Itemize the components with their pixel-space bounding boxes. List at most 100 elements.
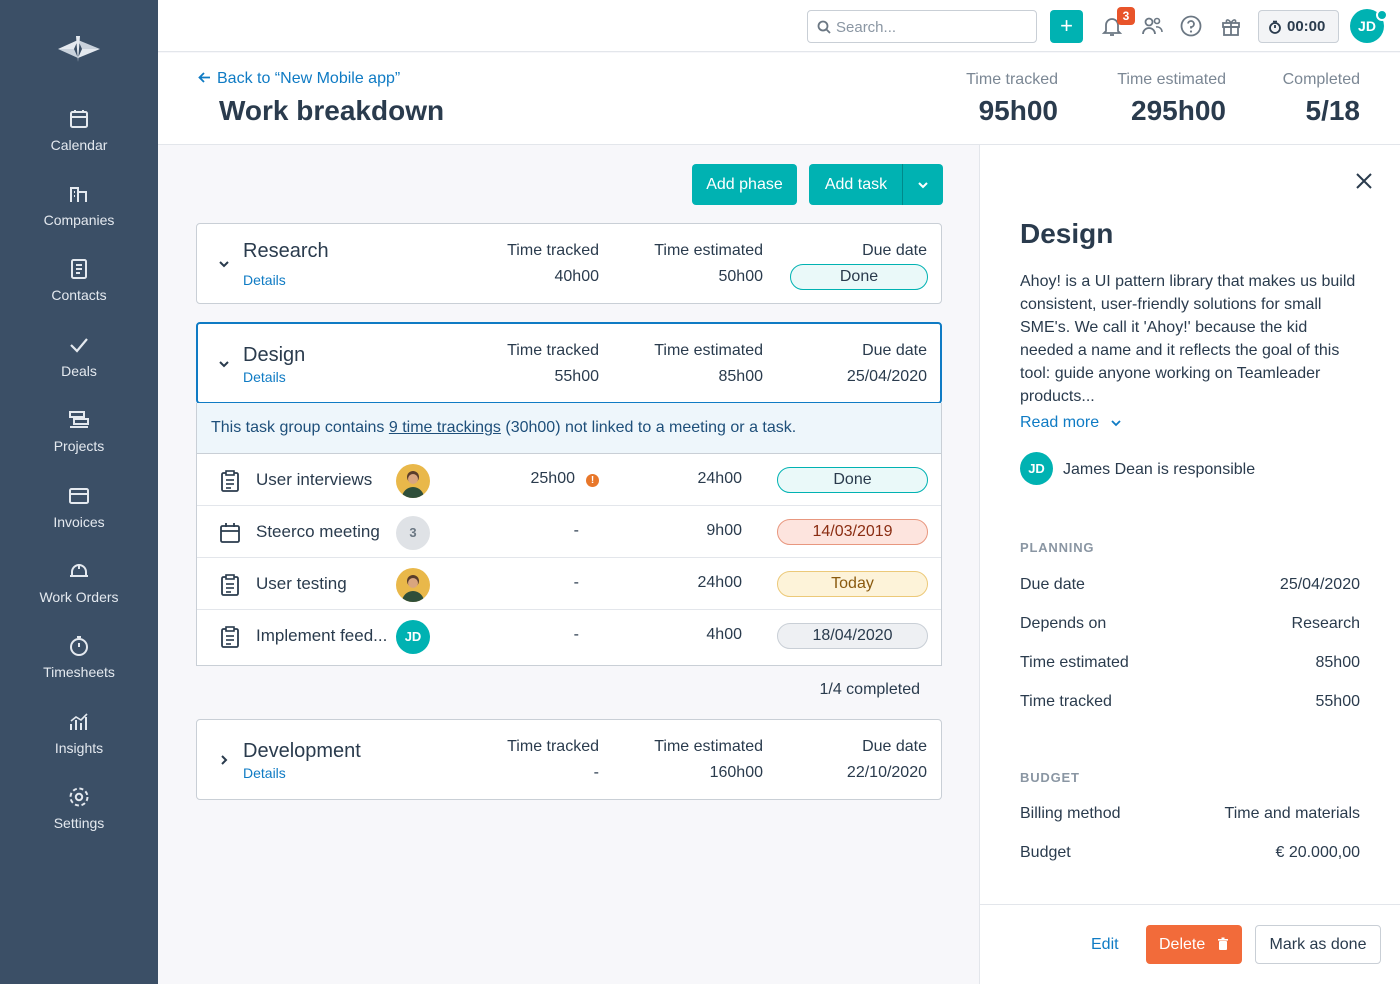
sidebar-item-work-orders[interactable]: Work Orders — [0, 559, 158, 619]
sidebar-item-label: Invoices — [53, 514, 105, 530]
sidebar-item-companies[interactable]: Companies — [0, 182, 158, 242]
col-label-tracked: Time tracked — [507, 342, 599, 359]
detail-footer: Edit Delete Mark as done — [980, 904, 1400, 984]
task-estimated: 4h00 — [706, 626, 742, 643]
bell-icon[interactable] — [1100, 14, 1124, 38]
phase-due-date: 22/10/2020 — [846, 764, 927, 781]
avatar[interactable] — [396, 568, 430, 602]
add-phase-button[interactable]: Add phase — [692, 164, 797, 205]
col-label-tracked: Time tracked — [507, 738, 599, 755]
phase-estimated: 160h00 — [709, 764, 763, 781]
people-icon[interactable] — [1140, 14, 1164, 38]
task-list: This task group contains 9 time tracking… — [196, 403, 942, 666]
budget-heading: BUDGET — [1020, 770, 1080, 785]
sidebar-item-invoices[interactable]: Invoices — [0, 484, 158, 544]
page-title: Work breakdown — [219, 95, 445, 126]
phase-card-design[interactable]: Design Details Time tracked 55h00 Time e… — [196, 322, 942, 404]
col-label-due: Due date — [862, 242, 927, 259]
person-photo-icon — [402, 575, 424, 602]
task-tracked: 25h00 — [530, 470, 576, 487]
detail-title: Design — [1020, 218, 1114, 249]
attendee-count-badge[interactable]: 3 — [396, 516, 430, 550]
stat-completed: Completed 5/18 — [1283, 71, 1360, 127]
phase-details-link[interactable]: Details — [243, 272, 286, 288]
phase-due-date: 25/04/2020 — [846, 368, 927, 385]
avatar[interactable]: JD — [396, 620, 430, 654]
untracked-notice: This task group contains 9 time tracking… — [197, 403, 941, 454]
sidebar-item-insights[interactable]: Insights — [0, 710, 158, 770]
task-row[interactable]: User interviews 25h00 ! 24h00 Done — [197, 454, 941, 506]
stopwatch-icon — [70, 636, 88, 656]
phase-card-research[interactable]: Research Details Time tracked 40h00 Time… — [196, 223, 942, 304]
col-label-estimated: Time estimated — [654, 242, 763, 259]
stat-label: Time estimated — [1117, 71, 1226, 88]
arrow-left-icon — [198, 72, 210, 83]
add-task-dropdown-button[interactable] — [903, 164, 943, 205]
task-row[interactable]: Steerco meeting 3 - 9h00 14/03/2019 — [197, 506, 941, 558]
status-badge: 18/04/2020 — [777, 623, 928, 649]
phase-details-link[interactable]: Details — [243, 369, 286, 385]
status-badge: 14/03/2019 — [777, 519, 928, 545]
stat-time-tracked: Time tracked 95h00 — [966, 71, 1058, 127]
delete-button[interactable]: Delete — [1146, 925, 1242, 964]
clipboard-icon — [221, 626, 239, 648]
contacts-icon — [71, 259, 87, 279]
col-label-estimated: Time estimated — [654, 342, 763, 359]
planning-heading: PLANNING — [1020, 540, 1095, 555]
timer-value: 00:00 — [1287, 18, 1326, 35]
phase-details-link[interactable]: Details — [243, 765, 286, 781]
logo-icon[interactable] — [56, 34, 102, 64]
read-more-link[interactable]: Read more — [1020, 414, 1122, 432]
task-estimated: 24h00 — [697, 470, 743, 487]
notice-text: (30h00) not linked to a meeting or a tas… — [500, 419, 797, 436]
calendar-icon — [70, 110, 88, 128]
chart-icon — [70, 713, 88, 730]
edit-button[interactable]: Edit — [1091, 936, 1119, 953]
chevron-down-icon[interactable] — [217, 357, 231, 371]
user-avatar[interactable]: JD — [1350, 9, 1384, 43]
help-icon[interactable] — [1179, 14, 1203, 38]
gear-icon — [69, 787, 89, 807]
close-icon[interactable] — [1353, 170, 1375, 192]
sidebar-item-label: Insights — [54, 740, 104, 756]
stat-label: Completed — [1282, 71, 1360, 88]
check-icon — [70, 338, 88, 353]
chevron-right-icon[interactable] — [217, 753, 231, 767]
sidebar-item-timesheets[interactable]: Timesheets — [0, 634, 158, 694]
responsible-avatar[interactable]: JD — [1020, 452, 1053, 485]
sidebar-item-deals[interactable]: Deals — [0, 333, 158, 393]
clipboard-icon — [221, 574, 239, 596]
sidebar-item-label: Companies — [43, 212, 115, 228]
stat-value: 5/18 — [1305, 95, 1361, 126]
budget-key: Budget — [1020, 844, 1071, 861]
sidebar-item-label: Deals — [61, 363, 97, 379]
quick-add-button[interactable]: + — [1050, 10, 1083, 43]
chevron-down-icon[interactable] — [217, 257, 231, 271]
stat-value: 95h00 — [978, 95, 1058, 126]
task-row[interactable]: User testing - 24h00 Today — [197, 558, 941, 610]
planning-key: Time estimated — [1020, 654, 1129, 671]
search-input[interactable] — [836, 15, 1031, 39]
back-link[interactable]: Back to “New Mobile app” — [198, 70, 400, 88]
time-trackings-link[interactable]: 9 time trackings — [388, 419, 501, 436]
task-row[interactable]: Implement feed... JD - 4h00 18/04/2020 — [197, 610, 941, 662]
sidebar-item-settings[interactable]: Settings — [0, 785, 158, 845]
avatar[interactable] — [396, 464, 430, 498]
gift-icon[interactable] — [1219, 14, 1243, 38]
phase-card-development[interactable]: Development Details Time tracked - Time … — [196, 719, 942, 800]
sidebar-item-contacts[interactable]: Contacts — [0, 257, 158, 317]
task-tracked: - — [573, 574, 579, 591]
budget-value: Time and materials — [1224, 805, 1360, 822]
sidebar-item-calendar[interactable]: Calendar — [0, 107, 158, 167]
back-link-label: Back to “New Mobile app” — [217, 70, 401, 87]
sidebar-item-projects[interactable]: Projects — [0, 408, 158, 468]
warning-icon[interactable]: ! — [586, 474, 599, 487]
companies-icon — [70, 187, 87, 202]
split-divider — [902, 164, 903, 205]
add-task-button[interactable]: Add task — [809, 164, 903, 205]
read-more-label: Read more — [1020, 414, 1100, 431]
col-label-tracked: Time tracked — [507, 242, 599, 259]
timer-button[interactable]: 00:00 — [1258, 10, 1339, 43]
mark-as-done-button[interactable]: Mark as done — [1255, 925, 1381, 964]
search-box[interactable] — [807, 10, 1037, 43]
